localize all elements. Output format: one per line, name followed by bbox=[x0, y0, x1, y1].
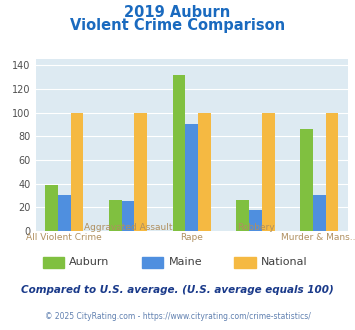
Bar bbox=[326, 113, 338, 231]
Bar bbox=[198, 113, 211, 231]
Text: Rape: Rape bbox=[180, 233, 203, 242]
Text: Compared to U.S. average. (U.S. average equals 100): Compared to U.S. average. (U.S. average … bbox=[21, 285, 334, 295]
Bar bbox=[300, 129, 313, 231]
Text: Maine: Maine bbox=[169, 257, 202, 267]
Text: Robbery: Robbery bbox=[237, 223, 274, 232]
Text: National: National bbox=[261, 257, 307, 267]
Bar bbox=[45, 185, 58, 231]
Bar bbox=[134, 113, 147, 231]
Text: Aggravated Assault: Aggravated Assault bbox=[84, 223, 172, 232]
Text: Auburn: Auburn bbox=[69, 257, 110, 267]
Text: 2019 Auburn: 2019 Auburn bbox=[124, 5, 231, 20]
Bar bbox=[109, 200, 121, 231]
Bar bbox=[185, 124, 198, 231]
Bar bbox=[249, 210, 262, 231]
Bar bbox=[71, 113, 83, 231]
Text: All Violent Crime: All Violent Crime bbox=[26, 233, 102, 242]
Bar bbox=[262, 113, 274, 231]
Bar bbox=[58, 195, 71, 231]
Bar bbox=[173, 75, 185, 231]
Text: Murder & Mans...: Murder & Mans... bbox=[280, 233, 355, 242]
Bar bbox=[121, 201, 134, 231]
Bar bbox=[313, 195, 326, 231]
Bar bbox=[236, 200, 249, 231]
Text: Violent Crime Comparison: Violent Crime Comparison bbox=[70, 18, 285, 33]
Text: © 2025 CityRating.com - https://www.cityrating.com/crime-statistics/: © 2025 CityRating.com - https://www.city… bbox=[45, 312, 310, 321]
